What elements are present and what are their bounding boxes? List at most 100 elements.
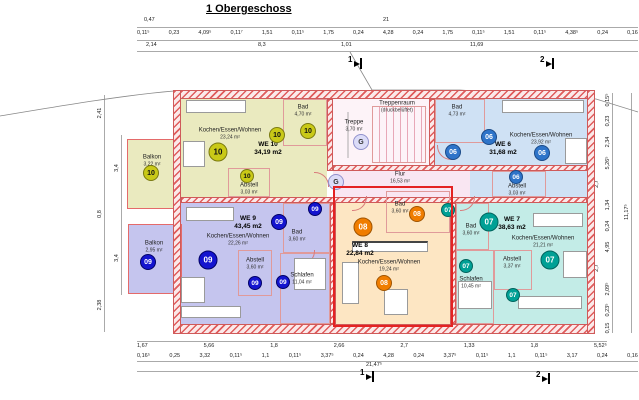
unit-badge-we9: 09	[308, 202, 322, 216]
dimension-value: 0,15⁵	[605, 93, 611, 107]
label-we7-abstell: Abstell 3,37 m²	[502, 256, 522, 270]
unit-badge-we10: 10	[269, 127, 285, 143]
kitchen-icon	[186, 100, 246, 113]
unit-badge-we7: 07	[506, 288, 520, 302]
unit-badge-we10: 10	[240, 169, 254, 183]
sofa-icon	[342, 262, 359, 304]
label-treppe: Treppe 3,70 m²	[344, 119, 364, 133]
dimension-line	[137, 371, 638, 372]
dimension-value: 0,16	[627, 30, 638, 36]
dimension-value: 0,16	[627, 353, 638, 359]
dimension-value: 0,24	[413, 353, 425, 359]
label-we7-living: Kochen/Essen/Wohnen 21,21 m²	[511, 235, 575, 249]
unit-badge-we7: 07	[540, 250, 560, 270]
dimension-chain-top: 0,11⁵ 0,23 4,09⁵ 0,11⁷ 1,51 0,11⁵ 1,75 0,24 4,28…	[137, 30, 638, 36]
we8-highlight-rectangle	[333, 186, 453, 327]
table-icon	[563, 251, 587, 278]
label-we6-unit: WE 6 31,68 m2	[489, 140, 517, 156]
dimension-value: 1,01	[341, 42, 352, 48]
dimension-value: 0,11⁵	[291, 30, 305, 36]
label-flur: Flur 16,53 m²	[390, 171, 410, 185]
dimension-value: 0,24	[412, 30, 424, 36]
unit-badge-we10: 10	[300, 123, 316, 139]
label-we8-living: Kochen/Essen/Wohnen 19,24 m²	[357, 259, 421, 273]
label-we9-living: Kochen/Essen/Wohnen 22,26 m²	[206, 233, 270, 247]
dimension-value: 1,34	[605, 199, 611, 211]
label-we7-unit: WE 7 38,63 m2	[498, 215, 526, 231]
dimension-line	[137, 51, 638, 52]
sofa-icon	[186, 207, 234, 221]
unit-badge-we10: 10	[208, 142, 228, 162]
dimension-value: 2,09⁵	[605, 282, 611, 296]
bed-icon	[294, 258, 326, 290]
wall	[327, 99, 333, 171]
box-we9-abstell	[238, 250, 272, 296]
label-treppenraum: Treppenraum (druckbelüftet)	[379, 100, 415, 114]
label-we10-bad: Bad 4,70 m²	[294, 104, 312, 118]
unit-badge-we7: 07	[459, 259, 473, 273]
unit-badge-we9: 09	[271, 214, 287, 230]
label-we9-abstell: Abstell 3,60 m²	[245, 257, 265, 271]
unit-badge-we10: 10	[143, 165, 159, 181]
wall	[173, 90, 595, 99]
page-title: 1 Obergeschoss	[206, 3, 292, 15]
dimension-chain-bottom: 1,67 5,66 1,8 2,66 2,7 1,33 1,8 5,52⁵	[137, 343, 607, 349]
dimension-value: 2,34	[605, 136, 611, 148]
label-we10-living: Kochen/Essen/Wohnen 23,24 m²	[198, 127, 262, 141]
kitchen-icon	[352, 241, 428, 252]
stair-badge-g: G	[353, 134, 369, 150]
unit-badge-we8: 08	[376, 275, 392, 291]
section-flag-icon	[366, 371, 375, 382]
label-we6-abstell: Abstell 3,03 m²	[507, 183, 527, 197]
dimension-value: 21	[383, 17, 390, 23]
dimension-value: 0,11⁵	[229, 353, 243, 359]
dimension-value: 0,24	[597, 353, 608, 359]
unit-badge-we7: 07	[479, 212, 499, 232]
dimension-value: 3,32	[199, 353, 211, 359]
box-we9-bad	[283, 203, 330, 253]
unit-badge-we6: 06	[445, 144, 461, 160]
dimension-value: 11,69	[470, 42, 484, 48]
dimension-line	[121, 135, 122, 295]
dimension-value: 0,11⁵	[472, 30, 485, 36]
dimension-value: 1,8	[270, 343, 278, 349]
label-we10-abstell: Abstell 3,03 m²	[239, 182, 259, 196]
dimension-line	[137, 40, 638, 41]
box-we10-bad	[283, 99, 327, 146]
label-we6-bad: Bad 4,73 m²	[448, 104, 466, 118]
dimension-value: 8,3	[258, 42, 266, 48]
dimension-total: 11,17⁵	[624, 204, 630, 220]
dimension-value: 1,33	[463, 343, 475, 349]
dimension-value: 0,11⁵	[475, 353, 489, 359]
dimension-value: 0,11⁷	[230, 30, 243, 36]
unit-badge-we8: 08	[353, 217, 373, 237]
dimension-value: 4,38⁵	[565, 30, 579, 36]
dimension-value: 1,75	[323, 30, 334, 36]
label-we7-schlafen: Schlafen 10,45 m²	[459, 276, 483, 290]
label-we10-unit: WE 10 34,19 m2	[254, 140, 282, 156]
dimension-value: 4,28	[383, 353, 394, 359]
dimension-value: 0,24	[597, 30, 609, 36]
dimension-value: 2,41	[97, 107, 103, 119]
table-icon	[565, 138, 587, 164]
wall	[173, 90, 181, 334]
room-we6-lower	[470, 171, 587, 197]
kitchen-icon	[518, 296, 582, 309]
dimension-value: 0,23⁵	[605, 303, 611, 317]
kitchen-icon	[502, 100, 584, 113]
kitchen-icon	[181, 306, 241, 318]
dimension-value: 0,47	[144, 17, 155, 23]
unit-badge-we9: 09	[248, 276, 262, 290]
dimension-value: 4,95	[605, 241, 611, 253]
table-icon	[384, 289, 408, 315]
dimension-value: 1,1	[507, 353, 516, 359]
dimension-value: 1,8	[530, 343, 539, 349]
dimension-value: 21,47⁵	[366, 362, 383, 368]
dimension-value: 0,11⁵	[137, 30, 150, 36]
dimension-value: 1,51	[503, 30, 515, 36]
dimension-value: 0,25	[169, 353, 181, 359]
wall	[450, 203, 456, 324]
dimension-value: 2,66	[333, 343, 345, 349]
dimension-line	[137, 341, 607, 342]
